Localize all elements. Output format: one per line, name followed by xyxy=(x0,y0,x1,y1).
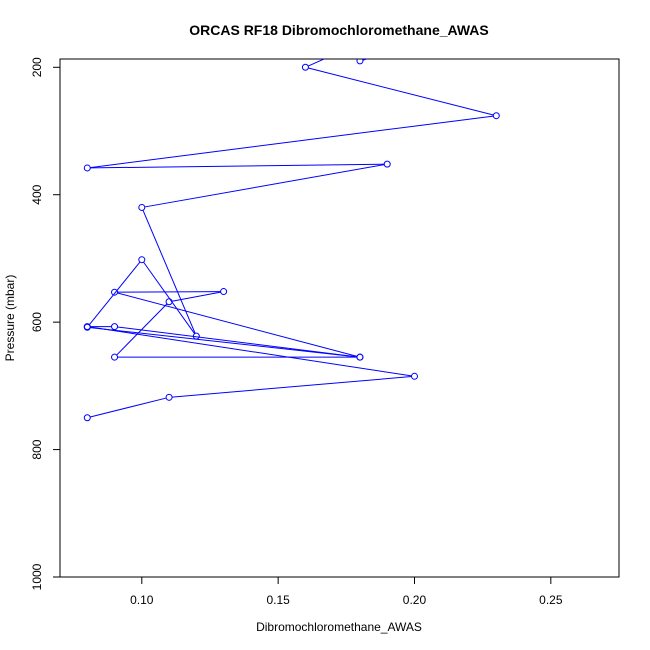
series-line-segment xyxy=(172,376,412,398)
data-point xyxy=(138,256,146,264)
y-axis-label: Pressure (mbar) xyxy=(3,275,17,362)
data-point xyxy=(410,372,418,380)
data-point xyxy=(220,288,228,296)
series-line-segment xyxy=(116,303,168,356)
series-line-segment xyxy=(90,326,412,377)
data-point xyxy=(111,323,119,331)
data-point xyxy=(83,323,91,331)
series-line-segment xyxy=(308,67,494,116)
data-point xyxy=(111,288,119,296)
x-axis-label: Dibromochloromethane_AWAS xyxy=(256,620,422,634)
series-line-segment xyxy=(90,327,358,358)
chart-title: ORCAS RF18 Dibromochloromethane_AWAS xyxy=(189,22,489,38)
series-line-segment xyxy=(117,291,221,293)
data-point xyxy=(111,353,119,361)
series-line-segment xyxy=(90,115,494,169)
series-line-segment xyxy=(142,210,196,334)
data-point xyxy=(383,160,391,168)
y-axis: 200 400 600 800 1000 xyxy=(30,57,60,590)
data-point xyxy=(165,298,173,306)
x-tick-label: 0.10 xyxy=(130,593,154,607)
data-point xyxy=(384,50,390,56)
series-line-segment xyxy=(144,164,385,208)
y-tick-label: 200 xyxy=(30,57,44,77)
data-point xyxy=(138,203,146,211)
series-line-segment xyxy=(90,397,167,418)
data-point xyxy=(575,44,581,50)
data-point xyxy=(83,164,91,172)
y-tick-label: 600 xyxy=(30,312,44,332)
y-tick-label: 400 xyxy=(30,184,44,204)
data-point xyxy=(356,353,364,361)
data-point xyxy=(492,112,500,120)
data-point xyxy=(356,59,364,65)
series-layer xyxy=(83,44,581,422)
series-line-segment xyxy=(527,47,576,54)
data-point xyxy=(192,332,200,340)
data-point xyxy=(575,44,581,50)
series-line-segment xyxy=(171,291,221,302)
data-point xyxy=(357,52,363,58)
x-tick-label: 0.15 xyxy=(266,593,290,607)
x-axis: 0.10 0.15 0.20 0.25 xyxy=(130,577,563,607)
data-point xyxy=(301,63,309,71)
series-line-segment xyxy=(390,47,575,53)
y-tick-label: 1000 xyxy=(30,563,44,590)
series-line-segment xyxy=(362,59,369,61)
y-tick-label: 800 xyxy=(30,439,44,459)
series-line-segment xyxy=(88,261,141,326)
data-point xyxy=(165,393,173,401)
x-tick-label: 0.20 xyxy=(403,593,427,607)
data-point xyxy=(330,52,336,58)
series-line-segment xyxy=(307,59,326,67)
x-tick-label: 0.25 xyxy=(539,593,563,607)
series-line-segment xyxy=(117,326,358,358)
series-line-segment xyxy=(117,292,358,357)
series-line-segment xyxy=(143,261,196,335)
series-line-segment xyxy=(90,163,385,169)
plot-frame xyxy=(59,58,620,578)
data-point xyxy=(83,414,91,422)
data-point xyxy=(521,52,527,58)
